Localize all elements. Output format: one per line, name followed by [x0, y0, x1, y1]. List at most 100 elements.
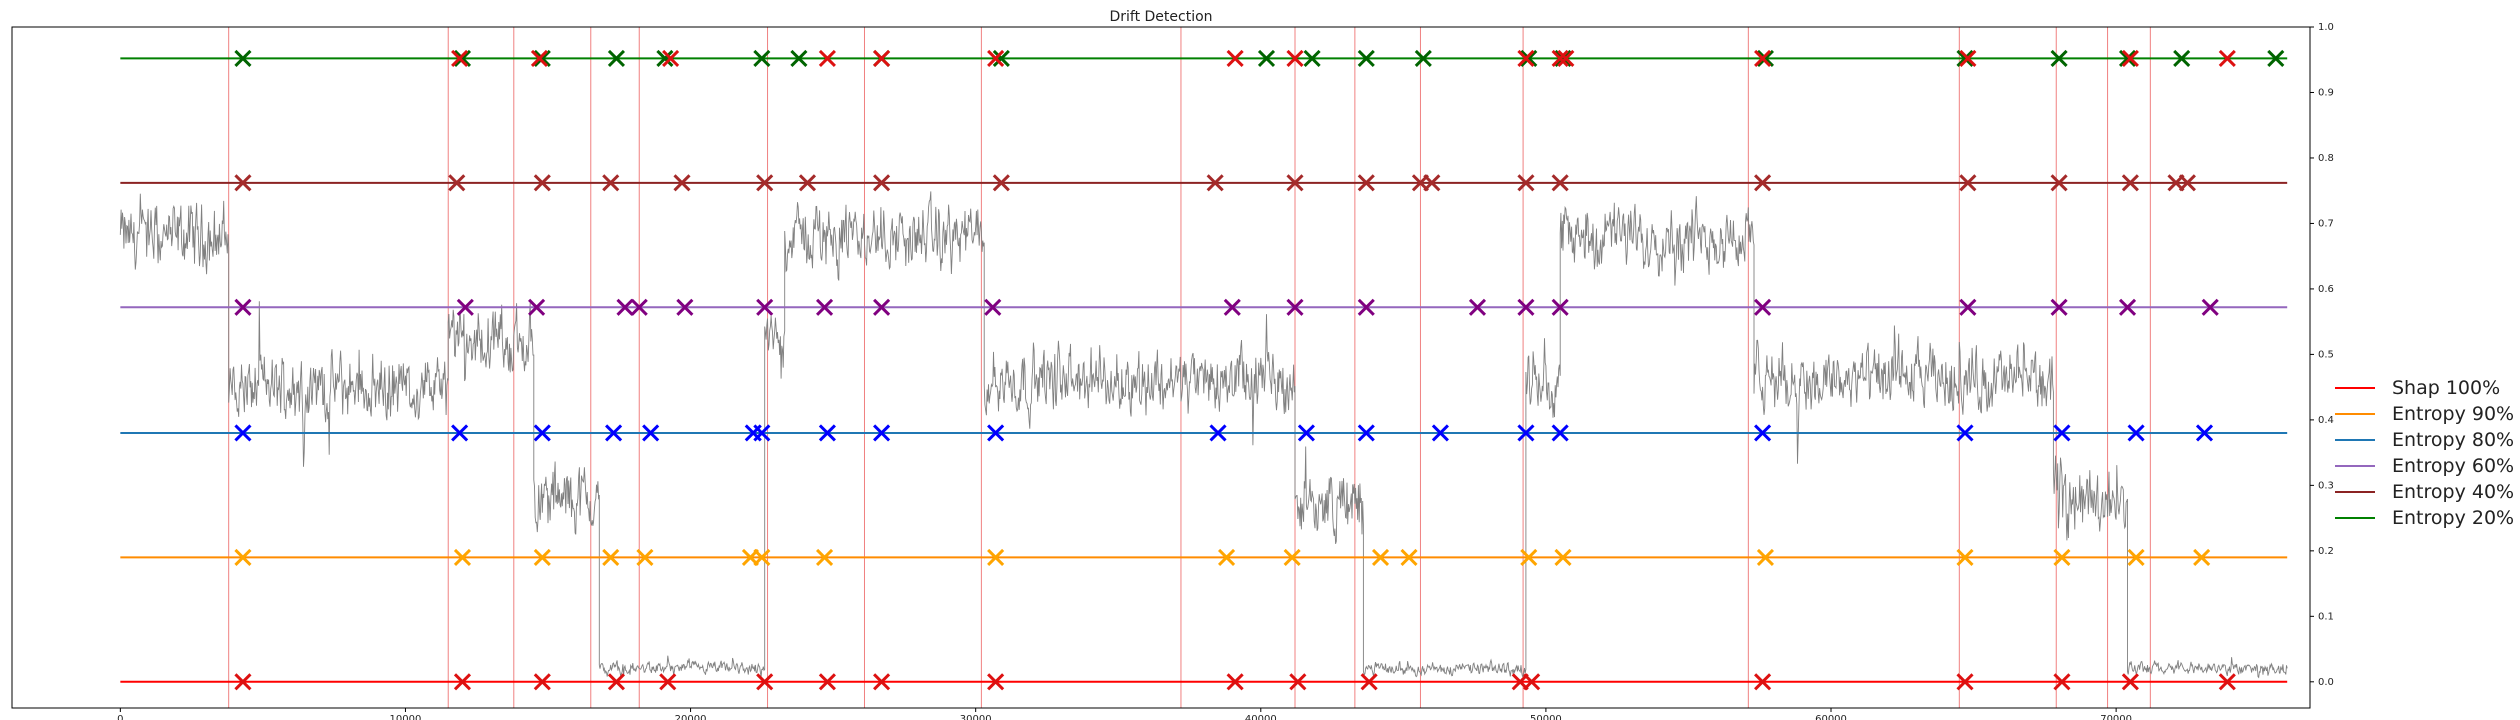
marker-stroke [2121, 49, 2139, 67]
marker-stroke [676, 298, 694, 316]
marker-stroke [451, 424, 469, 442]
drift-marker [1286, 174, 1304, 192]
marker-stroke [533, 174, 551, 192]
marker-stroke [2127, 548, 2145, 566]
marker-stroke [2053, 548, 2071, 566]
drift-marker [987, 49, 1005, 67]
marker-stroke [533, 424, 551, 442]
marker-stroke [1754, 673, 1772, 691]
legend-label: Entropy 90% [2392, 403, 2514, 425]
drift-marker [1226, 673, 1244, 691]
drift-marker [607, 673, 625, 691]
marker-stroke [2193, 548, 2211, 566]
drift-marker [528, 298, 546, 316]
drift-marker [790, 49, 808, 67]
drift-marker [2050, 49, 2068, 67]
drift-marker [873, 49, 891, 67]
marker-stroke [1754, 174, 1772, 192]
marker-stroke [987, 673, 1005, 691]
marker-stroke [1414, 49, 1432, 67]
marker-stroke [1756, 49, 1774, 67]
drift-marker [2118, 49, 2137, 67]
drift-marker [2118, 298, 2137, 316]
drift-marker [2195, 424, 2214, 442]
drift-marker [2173, 49, 2191, 67]
drift-marker [1551, 298, 1569, 316]
drift-marker [1206, 174, 1224, 192]
marker-stroke [1517, 174, 1535, 192]
marker-stroke [1286, 49, 1304, 67]
drift-marker [451, 424, 469, 442]
drift-marker [1283, 548, 1301, 566]
drift-marker [1257, 49, 1276, 67]
marker-stroke [1206, 174, 1224, 192]
y-tick-label: 0.4 [2318, 415, 2334, 426]
drift-marker [1223, 298, 1241, 316]
marker-stroke [2127, 424, 2145, 442]
drift-marker [1357, 174, 1375, 192]
marker-stroke [2118, 298, 2137, 316]
marker-stroke [607, 49, 625, 67]
drift-marker [2193, 548, 2211, 566]
drift-marker [1551, 174, 1569, 192]
marker-stroke [453, 49, 472, 67]
y-tick-label: 0.0 [2318, 677, 2334, 688]
marker-stroke [1551, 49, 1569, 67]
drift-marker [873, 298, 891, 316]
marker-stroke [234, 174, 252, 192]
drift-marker [1517, 298, 1535, 316]
marker-stroke [984, 298, 1002, 316]
marker-stroke [873, 298, 891, 316]
drift-marker [533, 424, 551, 442]
marker-stroke [1357, 174, 1375, 192]
marker-stroke [533, 548, 551, 566]
drift-marker [1357, 298, 1375, 316]
legend-item: Entropy 20% [2335, 507, 2514, 529]
drift-marker [753, 49, 771, 67]
drift-marker [1959, 298, 1977, 316]
marker-stroke [1523, 673, 1541, 691]
marker-stroke [1557, 49, 1575, 67]
marker-stroke [1283, 548, 1301, 566]
drift-marker [2053, 424, 2071, 442]
marker-stroke [753, 49, 771, 67]
x-tick-label: 30000 [960, 714, 992, 720]
drift-marker [1956, 548, 1974, 566]
drift-marker [2178, 174, 2196, 192]
marker-stroke [1357, 49, 1375, 67]
drift-marker [642, 424, 660, 442]
marker-stroke [1754, 298, 1772, 316]
drift-marker [798, 174, 817, 192]
drift-marker [1557, 49, 1575, 67]
legend-item: Entropy 80% [2335, 429, 2514, 451]
drift-marker [1754, 174, 1772, 192]
drift-marker [1289, 673, 1307, 691]
drift-marker [1303, 49, 1321, 67]
drift-marker [2121, 174, 2139, 192]
drift-marker [1517, 174, 1535, 192]
y-tick-label: 1.0 [2318, 22, 2334, 33]
drift-marker [234, 49, 252, 67]
marker-stroke [753, 548, 771, 566]
y-tick-label: 0.3 [2318, 480, 2334, 491]
drift-marker [453, 548, 472, 566]
drift-marker [616, 298, 634, 316]
x-tick-label: 0 [117, 714, 123, 720]
drift-marker [1754, 49, 1772, 67]
marker-stroke [659, 673, 677, 691]
marker-stroke [2267, 49, 2285, 67]
marker-stroke [607, 673, 625, 691]
drift-marker [873, 174, 891, 192]
marker-stroke [234, 673, 252, 691]
y-tick-label: 0.8 [2318, 153, 2334, 164]
drift-marker [1423, 174, 1441, 192]
marker-stroke [873, 424, 891, 442]
drift-marker [2050, 298, 2068, 316]
drift-marker [602, 548, 620, 566]
signal-trace [119, 191, 2288, 679]
drift-marker [234, 424, 252, 442]
drift-marker [2053, 548, 2071, 566]
marker-stroke [602, 548, 620, 566]
marker-stroke [605, 424, 623, 442]
marker-stroke [816, 298, 834, 316]
